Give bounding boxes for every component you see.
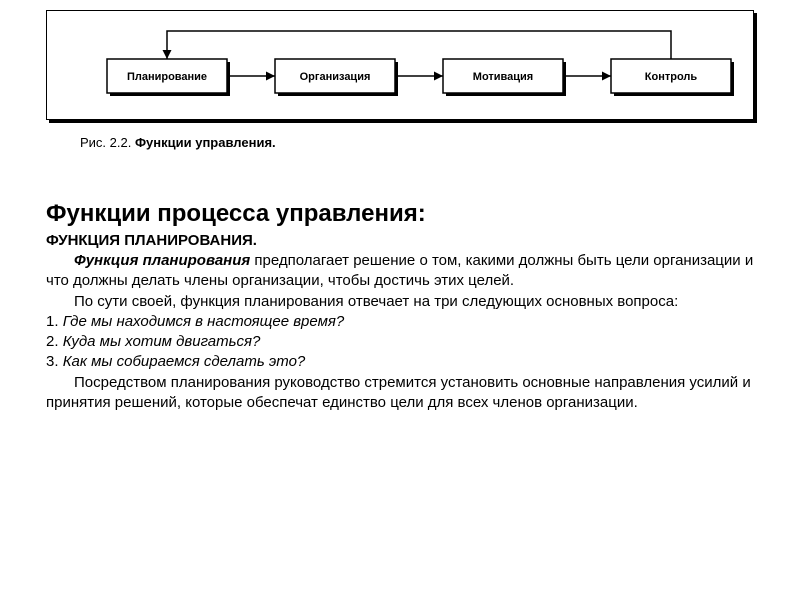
q1-text: Где мы находимся в настоящее время? — [63, 313, 345, 330]
question-2: 2. Куда мы хотим двигаться? — [46, 332, 754, 352]
flowchart-node-label: Мотивация — [473, 71, 533, 83]
p1-lead: Функция планирования — [74, 252, 250, 269]
content-block: Функции процесса управления: ФУНКЦИЯ ПЛА… — [46, 200, 754, 413]
section-subtitle: ФУНКЦИЯ ПЛАНИРОВАНИЯ. — [46, 232, 754, 249]
q2-text: Куда мы хотим двигаться? — [63, 333, 261, 350]
paragraph-2: По сути своей, функция планирования отве… — [46, 292, 754, 312]
question-3: 3. Как мы собираемся сделать это? — [46, 352, 754, 372]
section-title: Функции процесса управления: — [46, 200, 754, 228]
paragraph-1: Функция планирования предполагает решени… — [46, 251, 754, 292]
figure-caption: Рис. 2.2. Функции управления. — [80, 135, 276, 150]
q3-text: Как мы собираемся сделать это? — [63, 353, 306, 370]
flowchart-node-label: Контроль — [645, 71, 698, 83]
caption-bold: Функции управления. — [135, 135, 276, 150]
flowchart-node-label: Планирование — [127, 71, 207, 83]
flowchart-svg: Планирование Организация Мотивация Контроль — [47, 11, 755, 121]
page: Планирование Организация Мотивация Контроль… — [0, 0, 800, 600]
flowchart-node-label: Организация — [300, 71, 371, 83]
question-1: 1. Где мы находимся в настоящее время? — [46, 312, 754, 332]
caption-prefix: Рис. 2.2. — [80, 135, 135, 150]
diagram-frame: Планирование Организация Мотивация Контроль — [46, 10, 754, 120]
flowchart-feedback-edge — [167, 31, 671, 59]
paragraph-3: Посредством планирования руководство стр… — [46, 373, 754, 414]
